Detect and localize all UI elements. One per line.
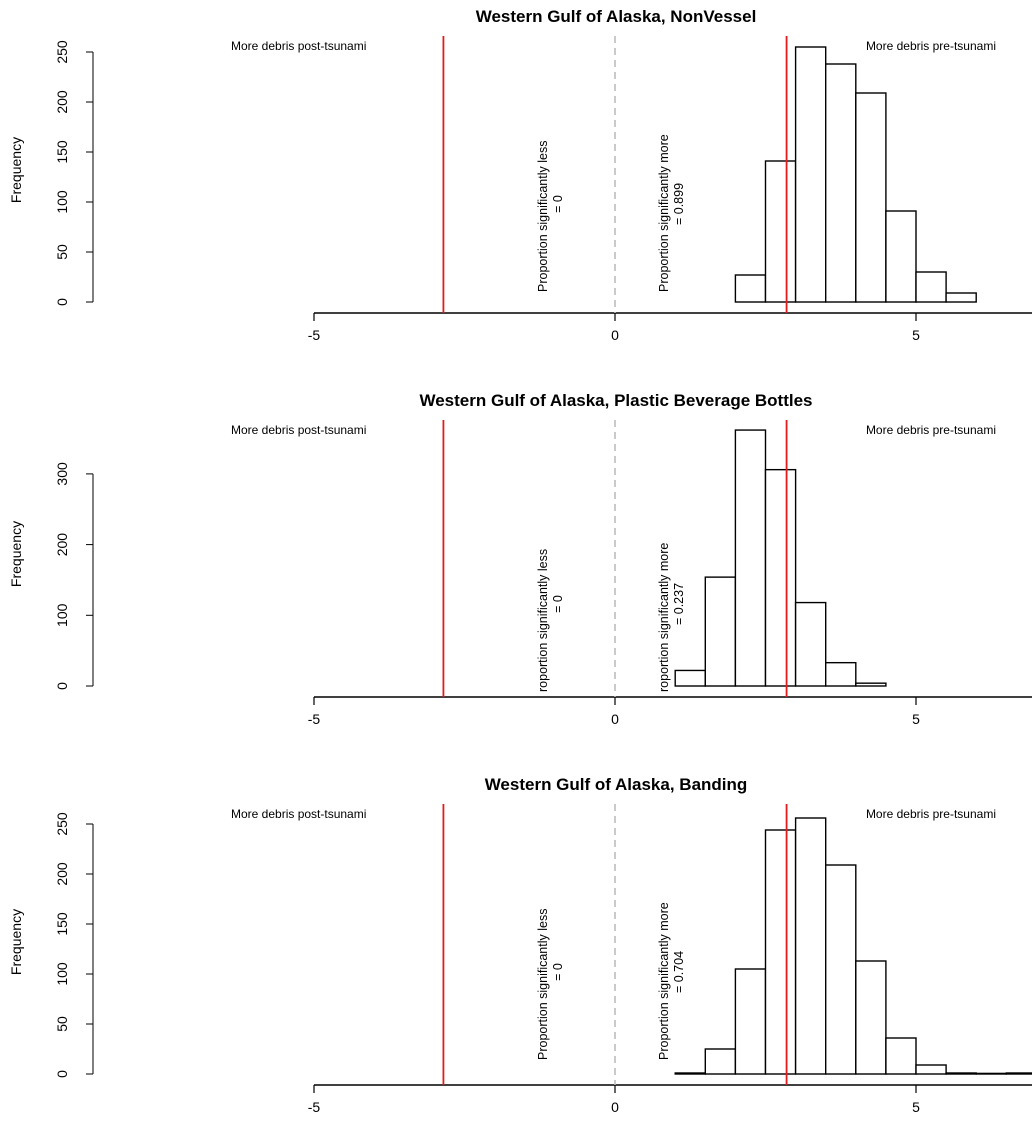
histogram-bar	[975, 1072, 1008, 1075]
proportion-less-label: Proportion significantly less = 0	[536, 141, 565, 292]
chart-title: Western Gulf of Alaska, Banding	[485, 775, 748, 794]
proportion-more-label: Proportion significantly more = 0.899	[657, 134, 686, 292]
histogram-bar	[825, 661, 857, 687]
histogram-bar	[794, 601, 827, 687]
y-tick-label: 200	[54, 90, 70, 114]
y-tick-label: 250	[54, 812, 70, 836]
right-note: More debris pre-tsunami	[866, 807, 996, 821]
x-tick-label: 5	[912, 327, 920, 343]
y-tick-label: 50	[54, 1016, 70, 1032]
histogram-bar	[794, 817, 827, 1075]
proportion-more-label: roportion significantly more = 0.237	[657, 543, 686, 692]
x-tick-label: -5	[308, 711, 321, 727]
proportion-less-label: Proportion significantly less = 0	[536, 909, 565, 1060]
x-tick-label: 5	[912, 1099, 920, 1115]
proportion-more-label-line-2: = 0.704	[672, 951, 686, 993]
x-tick-label: -5	[308, 1099, 321, 1115]
histogram-bar	[794, 46, 827, 303]
proportion-less-label-line-1: roportion significantly less	[536, 549, 550, 692]
y-tick-label: 100	[54, 962, 70, 986]
y-tick-label: 300	[54, 462, 70, 486]
y-axis-label: Frequency	[8, 137, 24, 203]
histogram-bar	[764, 829, 797, 1075]
x-tick-label: 5	[912, 711, 920, 727]
histogram-bar	[734, 274, 767, 303]
y-tick-label: 100	[54, 603, 70, 627]
chart-title: Western Gulf of Alaska, NonVessel	[476, 7, 757, 26]
proportion-less-label-line-1: Proportion significantly less	[536, 909, 550, 1060]
y-tick-label: 0	[54, 1070, 70, 1078]
histogram-bar	[825, 63, 857, 303]
proportion-more-label-line-2: = 0.899	[672, 183, 686, 225]
proportion-less-label-line-2: = 0	[551, 195, 565, 213]
y-axis-label: Frequency	[8, 521, 24, 587]
proportion-more-label-line-1: Proportion significantly more	[657, 134, 671, 292]
left-note: More debris post-tsunami	[231, 807, 366, 821]
y-tick-label: 0	[54, 682, 70, 690]
y-tick-label: 50	[54, 244, 70, 260]
histogram-bar	[915, 1064, 947, 1075]
panel-1: Western Gulf of Alaska, NonVessel Frequen…	[8, 7, 1032, 343]
y-tick-label: 200	[54, 862, 70, 886]
right-note: More debris pre-tsunami	[866, 39, 996, 53]
histogram-bar	[855, 682, 887, 687]
histogram-bar	[945, 292, 977, 303]
x-tick-label: 0	[611, 711, 619, 727]
histogram-bar	[885, 1037, 917, 1075]
histogram-bar	[764, 468, 797, 687]
histogram-bar	[855, 92, 887, 303]
proportion-less-label-line-2: = 0	[551, 963, 565, 981]
histogram-bar	[704, 1048, 737, 1075]
histogram-bar	[1005, 1072, 1032, 1075]
panel-2: Western Gulf of Alaska, Plastic Beverage…	[8, 391, 1032, 727]
panel-3: Western Gulf of Alaska, Banding Frequency…	[8, 775, 1032, 1115]
chart-title: Western Gulf of Alaska, Plastic Beverage…	[419, 391, 812, 410]
histogram-bar	[945, 1072, 977, 1075]
proportion-less-label-line-2: = 0	[551, 595, 565, 613]
histogram-bar	[674, 1072, 707, 1075]
y-tick-label: 100	[54, 190, 70, 214]
proportion-less-label-line-1: Proportion significantly less	[536, 141, 550, 292]
proportion-more-label-line-1: Proportion significantly more	[657, 902, 671, 1060]
proportion-more-label: Proportion significantly more = 0.704	[657, 902, 686, 1060]
proportion-more-label-line-2: = 0.237	[672, 583, 686, 625]
histogram-bar	[734, 968, 767, 1075]
y-tick-label: 150	[54, 912, 70, 936]
x-tick-label: 0	[611, 1099, 619, 1115]
histogram-bar	[764, 160, 797, 303]
histogram-bar	[915, 271, 947, 303]
proportion-less-label: roportion significantly less = 0	[536, 549, 565, 692]
histogram-bar	[825, 864, 857, 1075]
y-tick-label: 150	[54, 140, 70, 164]
right-note: More debris pre-tsunami	[866, 423, 996, 437]
y-tick-label: 250	[54, 40, 70, 64]
proportion-more-label-line-1: roportion significantly more	[657, 543, 671, 692]
histogram-bar	[704, 576, 737, 687]
x-tick-label: -5	[308, 327, 321, 343]
histogram-bar	[885, 210, 917, 303]
histogram-bar	[734, 429, 767, 687]
y-tick-label: 200	[54, 533, 70, 557]
y-axis-label: Frequency	[8, 909, 24, 975]
x-tick-label: 0	[611, 327, 619, 343]
histogram-bar	[855, 960, 887, 1075]
histogram-bar	[674, 669, 707, 687]
left-note: More debris post-tsunami	[231, 39, 366, 53]
left-note: More debris post-tsunami	[231, 423, 366, 437]
y-tick-label: 0	[54, 298, 70, 306]
